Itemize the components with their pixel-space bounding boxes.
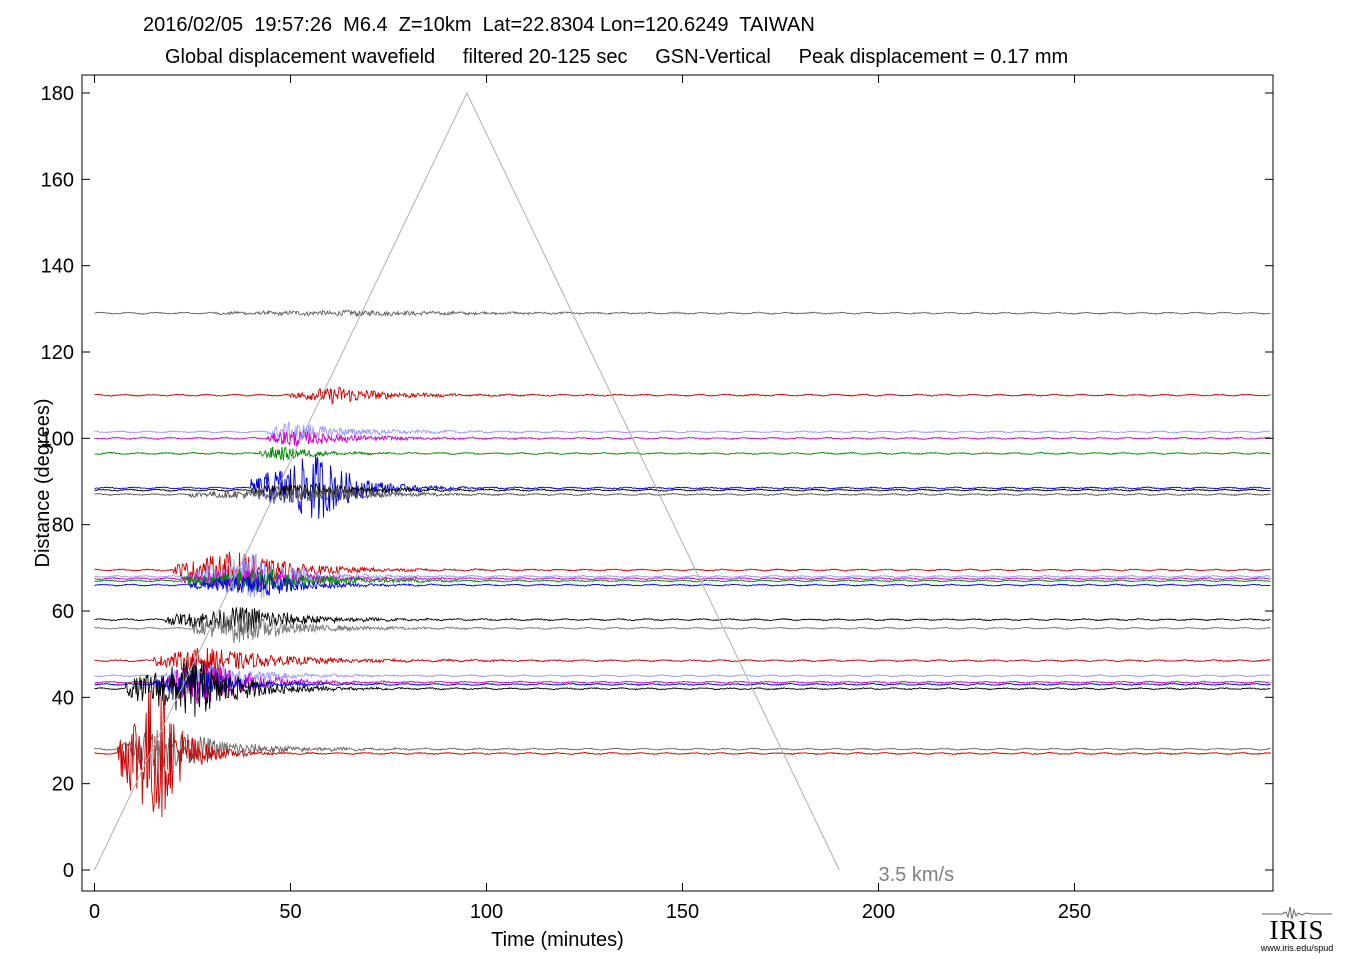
y-tick-label: 140 xyxy=(41,256,74,278)
x-tick-label: 0 xyxy=(89,901,100,923)
seismogram-trace xyxy=(94,663,1271,686)
seismogram-icon xyxy=(1262,906,1332,920)
seismogram-trace xyxy=(94,429,1271,447)
seismogram-trace xyxy=(94,569,1271,592)
chart-title-line1: 2016/02/05 19:57:26 M6.4 Z=10km Lat=22.8… xyxy=(143,14,815,36)
y-tick-label: 0 xyxy=(63,860,74,882)
logo-brand-text: IRIS xyxy=(1269,915,1325,945)
seismogram-trace xyxy=(94,730,1271,772)
seismogram-trace xyxy=(94,487,1271,502)
y-tick-label: 60 xyxy=(52,601,74,623)
seismogram-trace xyxy=(94,607,1271,634)
x-axis-label: Time (minutes) xyxy=(491,929,624,951)
y-tick-label: 40 xyxy=(52,687,74,709)
ticks-layer: 0 50 100 150 200 250 0 20 40 60 80 100 120 140 160 180 xyxy=(41,75,1273,923)
x-tick-label: 150 xyxy=(666,901,699,923)
seismogram-trace xyxy=(94,613,1271,644)
iris-logo[interactable]: IRIS www.iris.edu/spud xyxy=(1252,905,1342,960)
x-tick-label: 200 xyxy=(862,901,895,923)
seismogram-trace xyxy=(94,690,1271,818)
seismogram-trace xyxy=(94,455,1271,519)
y-tick-label: 100 xyxy=(41,428,74,450)
x-tick-label: 250 xyxy=(1058,901,1091,923)
y-axis-label: Distance (degrees) xyxy=(32,399,54,568)
chart-title-line2: Global displacement wavefield filtered 2… xyxy=(165,46,1069,68)
y-tick-label: 80 xyxy=(52,515,74,537)
logo-url-text: www.iris.edu/spud xyxy=(1260,943,1334,953)
seismogram-trace xyxy=(94,482,1271,498)
reference-line-label: 3.5 km/s xyxy=(879,864,955,886)
seismogram-trace xyxy=(94,446,1271,461)
y-tick-label: 20 xyxy=(52,774,74,796)
y-tick-label: 180 xyxy=(41,83,74,105)
seismogram-trace xyxy=(94,647,1271,675)
y-tick-label: 120 xyxy=(41,342,74,364)
plot-frame xyxy=(81,74,1274,892)
seismogram-trace xyxy=(94,309,1271,318)
seismogram-trace xyxy=(94,669,1271,698)
traces-layer xyxy=(94,309,1271,818)
seismogram-trace xyxy=(94,421,1271,442)
seismogram-trace xyxy=(94,386,1271,406)
x-tick-label: 50 xyxy=(279,901,301,923)
seismogram-trace xyxy=(94,660,1271,717)
seismogram-trace xyxy=(94,573,1271,597)
reference-velocity-line xyxy=(94,91,840,871)
x-tick-label: 100 xyxy=(470,901,503,923)
y-tick-label: 160 xyxy=(41,169,74,191)
seismogram-trace xyxy=(94,551,1271,589)
